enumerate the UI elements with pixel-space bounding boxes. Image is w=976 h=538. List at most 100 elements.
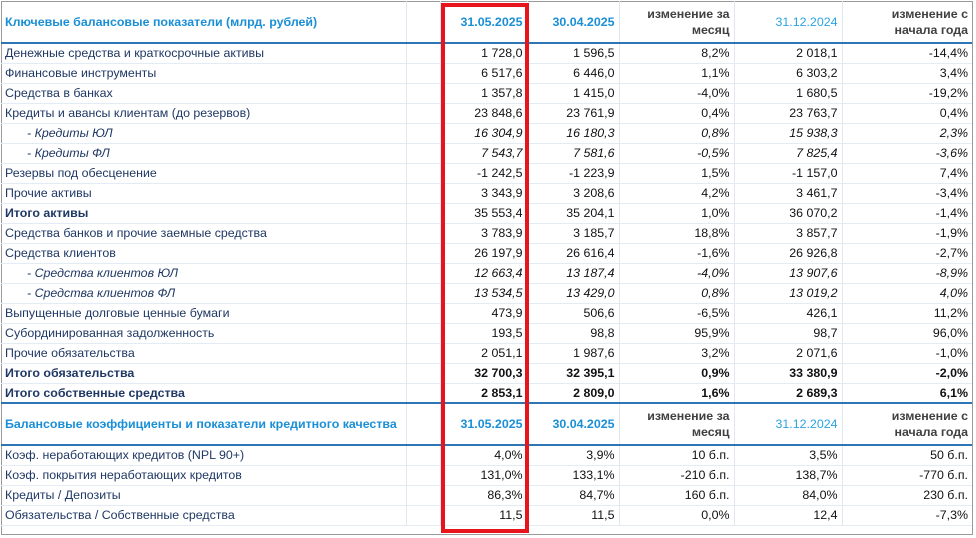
value-year-end: 13 907,6: [733, 263, 842, 284]
value-ytd-change: 3,4%: [841, 63, 972, 84]
value-month-change: 160 б.п.: [618, 485, 734, 506]
value-year-end: 2 071,6: [733, 343, 842, 364]
column-header-month-change: изменение за месяц: [618, 402, 734, 446]
value-date-1: 3 343,9: [439, 183, 527, 204]
spacer-cell: [405, 43, 440, 64]
value-year-end: 23 763,7: [733, 103, 842, 124]
value-date-1: 4,0%: [439, 445, 527, 466]
value-ytd-change: 50 б.п.: [841, 445, 972, 466]
table-row: - Средства клиентов ФЛ 13 534,5 13 429,0 0,…: [1, 283, 972, 304]
value-ytd-change: -8,9%: [841, 263, 972, 284]
value-month-change: 8,2%: [618, 43, 734, 64]
value-year-end: 33 380,9: [733, 363, 842, 384]
value-date-2: 7 581,6: [526, 143, 619, 164]
value-month-change: 0,8%: [618, 123, 734, 144]
value-year-end: 12,4: [733, 505, 842, 526]
table-row: Кредиты / Депозиты 86,3% 84,7% 160 б.п. 84,0…: [1, 485, 972, 506]
row-label: Прочие обязательства: [1, 343, 406, 364]
table-row: - Кредиты ФЛ 7 543,7 7 581,6 -0,5% 7 825,4 -3…: [1, 143, 972, 164]
table-row: Средства в банках 1 357,8 1 415,0 -4,0% 1 68…: [1, 83, 972, 104]
value-ytd-change: -770 б.п.: [841, 465, 972, 486]
spacer-cell: [405, 505, 440, 526]
value-month-change: -210 б.п.: [618, 465, 734, 486]
value-ytd-change: 6,1%: [841, 383, 972, 404]
balance-table: Ключевые балансовые показатели (млрд. ру…: [1, 1, 972, 526]
column-header-year-end: 31.12.2024: [733, 1, 842, 44]
table-row: Коэф. неработающих кредитов (NPL 90+) 4,0…: [1, 445, 972, 466]
value-month-change: -1,6%: [618, 243, 734, 264]
value-month-change: 18,8%: [618, 223, 734, 244]
value-ytd-change: -1,4%: [841, 203, 972, 224]
spacer-cell: [405, 323, 440, 344]
row-label: Субординированная задолженность: [1, 323, 406, 344]
column-header-year-end: 31.12.2024: [733, 402, 842, 446]
row-label: Коэф. неработающих кредитов (NPL 90+): [1, 445, 406, 466]
table-row: Итого обязательства 32 700,3 32 395,1 0,9% 3…: [1, 363, 972, 384]
row-label: Средства клиентов: [1, 243, 406, 264]
value-ytd-change: -2,7%: [841, 243, 972, 264]
table-row: Финансовые инструменты 6 517,6 6 446,0 1,1%…: [1, 63, 972, 84]
spacer-cell: [405, 103, 440, 124]
row-label: Выпущенные долговые ценные бумаги: [1, 303, 406, 324]
table-row: Коэф. покрытия неработающих кредитов 131,…: [1, 465, 972, 486]
value-date-2: 1 596,5: [526, 43, 619, 64]
value-ytd-change: 230 б.п.: [841, 485, 972, 506]
table-row: Денежные средства и краткосрочные активы…: [1, 43, 972, 64]
value-year-end: 36 070,2: [733, 203, 842, 224]
value-month-change: 1,6%: [618, 383, 734, 404]
value-date-1: 7 543,7: [439, 143, 527, 164]
value-year-end: 7 825,4: [733, 143, 842, 164]
row-label: Резервы под обесценение: [1, 163, 406, 184]
spacer-cell: [405, 163, 440, 184]
value-date-2: 32 395,1: [526, 363, 619, 384]
table-row: - Кредиты ЮЛ 16 304,9 16 180,3 0,8% 15 938,3…: [1, 123, 972, 144]
value-ytd-change: 96,0%: [841, 323, 972, 344]
value-ytd-change: -1,9%: [841, 223, 972, 244]
value-date-2: 3 185,7: [526, 223, 619, 244]
row-label: Обязательства / Собственные средства: [1, 505, 406, 526]
table-row: Выпущенные долговые ценные бумаги 473,9 50…: [1, 303, 972, 324]
value-month-change: 0,4%: [618, 103, 734, 124]
value-month-change: 0,8%: [618, 283, 734, 304]
spacer-cell: [405, 363, 440, 384]
row-label: Денежные средства и краткосрочные активы: [1, 43, 406, 64]
table-row: Резервы под обесценение -1 242,5 -1 223,9 1…: [1, 163, 972, 184]
row-label: Финансовые инструменты: [1, 63, 406, 84]
value-ytd-change: -1,0%: [841, 343, 972, 364]
value-date-1: 6 517,6: [439, 63, 527, 84]
value-date-2: 3,9%: [526, 445, 619, 466]
value-date-2: 35 204,1: [526, 203, 619, 224]
value-year-end: -1 157,0: [733, 163, 842, 184]
value-date-1: -1 242,5: [439, 163, 527, 184]
column-header-ytd-change: изменение с начала года: [841, 1, 972, 44]
value-date-1: 1 357,8: [439, 83, 527, 104]
value-year-end: 15 938,3: [733, 123, 842, 144]
table-header-row: Ключевые балансовые показатели (млрд. ру…: [1, 1, 972, 44]
value-date-1: 3 783,9: [439, 223, 527, 244]
row-label: Средства банков и прочие заемные средств…: [1, 223, 406, 244]
spacer-cell: [405, 485, 440, 506]
value-date-2: 98,8: [526, 323, 619, 344]
value-year-end: 3,5%: [733, 445, 842, 466]
value-month-change: 0,0%: [618, 505, 734, 526]
value-ytd-change: 11,2%: [841, 303, 972, 324]
spacer-cell: [405, 83, 440, 104]
value-month-change: 1,0%: [618, 203, 734, 224]
table-row: Средства клиентов 26 197,9 26 616,4 -1,6% 26…: [1, 243, 972, 264]
value-month-change: 1,1%: [618, 63, 734, 84]
spacer-cell: [405, 465, 440, 486]
value-ytd-change: -3,6%: [841, 143, 972, 164]
spacer-cell: [405, 343, 440, 364]
spacer-cell: [405, 383, 440, 404]
row-label: - Средства клиентов ФЛ: [1, 283, 406, 304]
row-label: - Кредиты ФЛ: [1, 143, 406, 164]
value-date-1: 2 051,1: [439, 343, 527, 364]
ratios-header-row: Балансовые коэффициенты и показатели кре…: [1, 402, 972, 446]
row-label: Прочие активы: [1, 183, 406, 204]
spacer-cell: [405, 402, 440, 446]
spacer-cell: [405, 243, 440, 264]
table-row: Прочие обязательства 2 051,1 1 987,6 3,2% 2 …: [1, 343, 972, 364]
spacer-cell: [405, 183, 440, 204]
value-date-1: 16 304,9: [439, 123, 527, 144]
spacer-cell: [405, 263, 440, 284]
